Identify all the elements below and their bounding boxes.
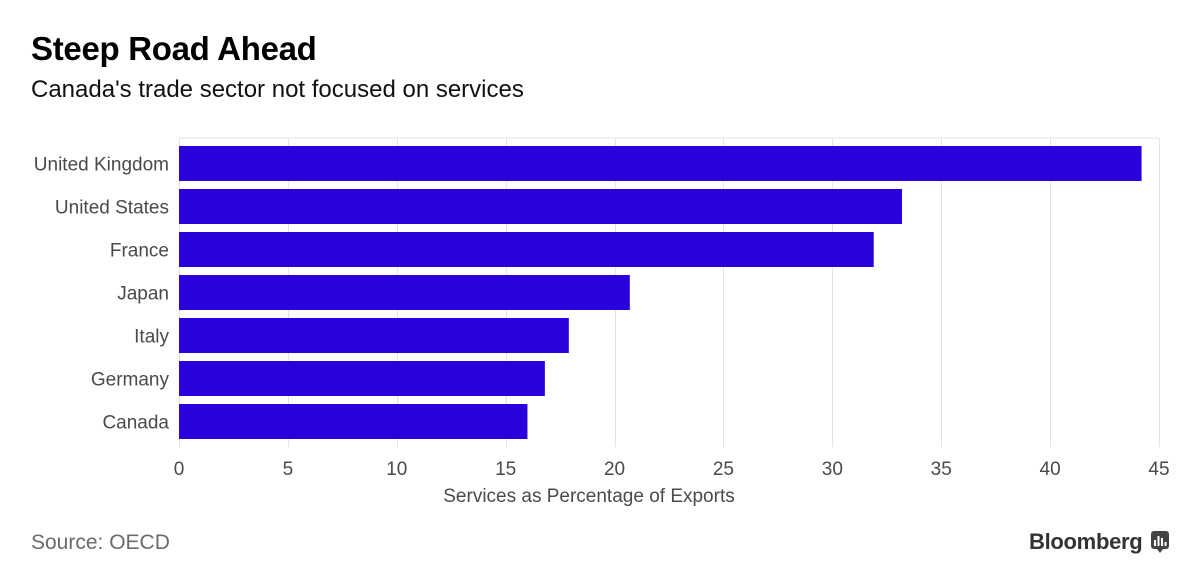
x-tick-label: 5 bbox=[283, 459, 294, 480]
bar bbox=[179, 189, 903, 224]
x-tick-label: 40 bbox=[1040, 459, 1061, 480]
x-tick-label: 10 bbox=[386, 459, 407, 480]
chart-title: Steep Road Ahead bbox=[31, 30, 317, 67]
bar bbox=[179, 232, 874, 267]
bar bbox=[179, 146, 1142, 181]
bar bbox=[179, 275, 630, 310]
category-label: United Kingdom bbox=[34, 155, 169, 176]
bloomberg-terminal-icon bbox=[1151, 531, 1169, 553]
x-tick-label: 45 bbox=[1148, 459, 1169, 480]
x-axis-label: Services as Percentage of Exports bbox=[443, 486, 734, 507]
category-label: Italy bbox=[134, 327, 169, 348]
bloomberg-logo: Bloomberg bbox=[1029, 529, 1143, 554]
category-label: Japan bbox=[117, 284, 169, 305]
category-label: France bbox=[110, 241, 169, 262]
chart-subtitle: Canada's trade sector not focused on ser… bbox=[31, 76, 524, 103]
x-tick-label: 15 bbox=[495, 459, 516, 480]
x-tick-label: 30 bbox=[822, 459, 843, 480]
category-label: Germany bbox=[91, 370, 170, 391]
x-tick-label: 20 bbox=[604, 459, 625, 480]
x-tick-label: 35 bbox=[931, 459, 952, 480]
category-label: United States bbox=[55, 198, 169, 219]
x-tick-label: 0 bbox=[174, 459, 185, 480]
bar bbox=[179, 404, 528, 439]
category-label: Canada bbox=[102, 413, 169, 434]
source-note: Source: OECD bbox=[31, 531, 170, 554]
bar bbox=[179, 318, 569, 353]
x-tick-label: 25 bbox=[713, 459, 734, 480]
bar bbox=[179, 361, 545, 396]
